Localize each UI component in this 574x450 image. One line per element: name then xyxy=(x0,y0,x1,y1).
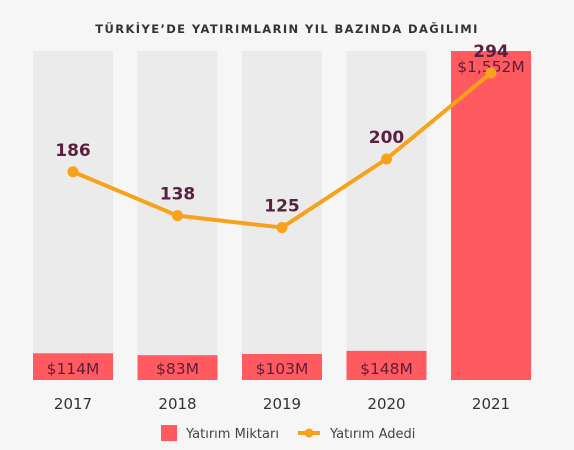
x-axis-label-2020: 2020 xyxy=(367,395,405,413)
count-label-2017: 186 xyxy=(55,141,91,161)
amount-label-2017: $114M xyxy=(47,360,100,378)
count-point-2019 xyxy=(276,222,288,234)
x-axis-labels: 2017 2018 2019 2020 2021 xyxy=(54,395,510,413)
x-axis-label-2021: 2021 xyxy=(472,395,510,413)
amount-label-2019: $103M xyxy=(256,360,309,378)
count-line xyxy=(67,67,497,234)
count-point-2018 xyxy=(172,210,183,222)
count-label-2021: 294 xyxy=(473,42,509,62)
amount-label-2020: $148M xyxy=(360,360,413,378)
legend-swatch-count-dot xyxy=(304,428,314,438)
x-axis-label-2017: 2017 xyxy=(54,395,92,413)
count-point-2017 xyxy=(67,166,79,178)
background-bar-2017 xyxy=(33,51,113,380)
amount-bar-2018 xyxy=(137,355,218,380)
legend: Yatırım Miktarı Yatırım Adedi xyxy=(161,425,415,442)
amount-labels: $114M $83M $103M $148M $1,552M xyxy=(47,58,525,378)
amount-bars xyxy=(33,51,531,380)
count-label-2018: 138 xyxy=(160,185,196,205)
amount-bar-2019 xyxy=(242,353,322,380)
legend-swatch-amount xyxy=(161,425,177,441)
amount-label-2018: $83M xyxy=(156,360,199,378)
count-label-2019: 125 xyxy=(264,197,300,217)
legend-label-count: Yatırım Adedi xyxy=(329,427,415,442)
x-axis-label-2019: 2019 xyxy=(263,395,301,413)
amount-bar-2017 xyxy=(33,353,113,380)
background-bar-2019 xyxy=(242,51,322,380)
background-bar-2020 xyxy=(346,51,427,380)
count-point-2020 xyxy=(381,153,392,165)
chart-title: TÜRKİYE’DE YATIRIMLARIN YIL BAZINDA DAĞI… xyxy=(95,21,479,36)
x-axis-label-2018: 2018 xyxy=(158,395,196,413)
amount-bar-2020 xyxy=(346,350,427,380)
legend-label-amount: Yatırım Miktarı xyxy=(185,427,279,442)
amount-bar-2021 xyxy=(451,51,531,380)
count-label-2020: 200 xyxy=(369,128,405,148)
count-labels: 186 138 125 200 294 xyxy=(55,42,509,217)
count-point-2021 xyxy=(485,67,497,79)
amount-label-2021: $1,552M xyxy=(457,58,525,76)
